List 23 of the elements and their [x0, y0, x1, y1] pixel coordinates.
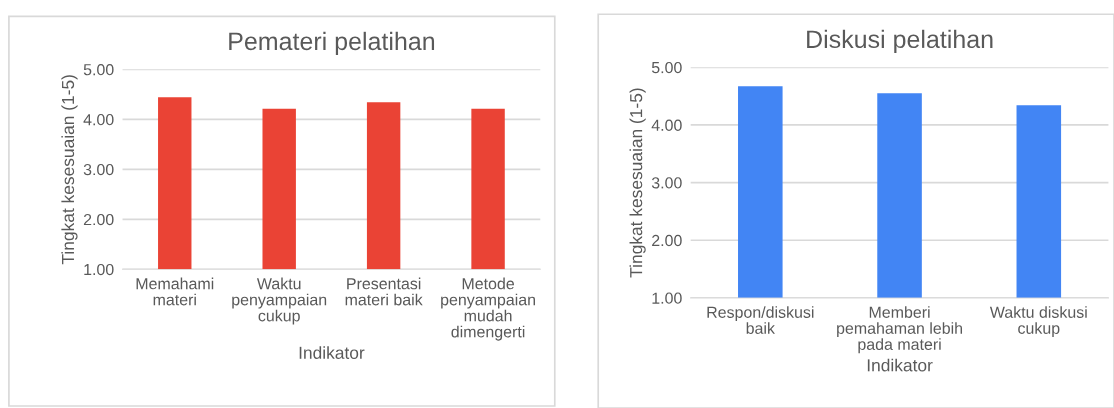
x-tick-label: Metode penyampaian mudah dimengerti — [441, 277, 535, 341]
x-tick-label: Waktu diskusi cukup — [989, 306, 1087, 338]
y-tick-label: 4.00 — [83, 113, 114, 126]
y-tick-label: 2.00 — [83, 213, 114, 226]
x-tick-label: Waktu penyampaian cukup — [232, 277, 327, 325]
x-tick-label: Presentasi materi baik — [345, 277, 423, 306]
y-tick-label: 5.00 — [651, 61, 682, 74]
y-tick-label: 1.00 — [84, 263, 114, 276]
y-tick-label: 1.00 — [652, 292, 682, 304]
x-tick-label: Respon/diskusi baik — [707, 306, 814, 334]
chart-title: Pemateri pelatihan — [229, 31, 435, 56]
y-axis-title: Tingkat kesesuaian (1-5) — [629, 88, 646, 278]
y-tick-label: 4.00 — [651, 119, 682, 131]
x-axis-title: Indikator — [867, 358, 933, 372]
y-tick-label: 3.00 — [651, 177, 682, 189]
y-tick-label: 3.00 — [83, 163, 114, 176]
y-tick-label: 5.00 — [83, 63, 114, 76]
chart-title: Diskusi pelatihan — [807, 29, 993, 54]
y-tick-label: 2.00 — [652, 234, 682, 247]
x-tick-label: Memberi pemahaman lebih pada materi — [837, 306, 963, 354]
x-tick-label: Memahami materi — [136, 277, 214, 306]
x-axis-title: Indikator — [299, 346, 365, 359]
y-axis-title: Tingkat kesesuaian (1-5) — [61, 75, 78, 265]
